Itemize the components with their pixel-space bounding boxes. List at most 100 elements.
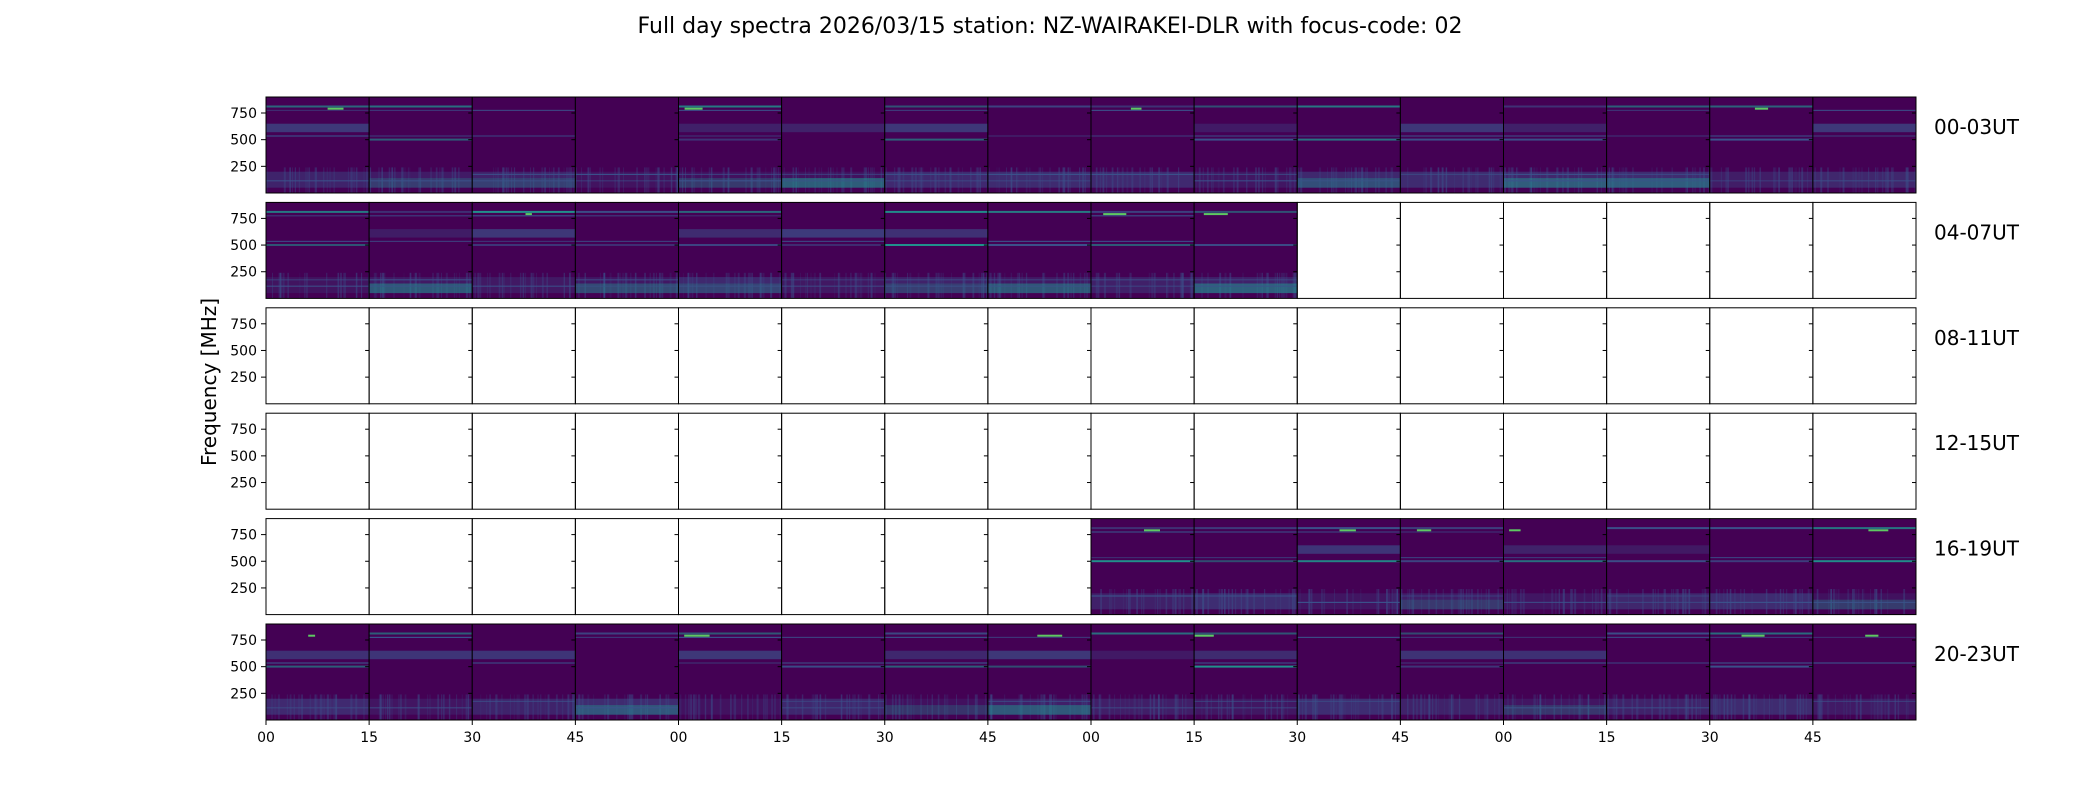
emission-line bbox=[1400, 595, 1504, 597]
noise-streak bbox=[1859, 694, 1862, 720]
mid-band bbox=[369, 650, 473, 660]
noise-streak bbox=[1442, 589, 1444, 615]
emission-line bbox=[266, 109, 370, 111]
noise-streak bbox=[526, 694, 529, 720]
noise-streak bbox=[544, 694, 546, 720]
spectra-row: 250 500 750 08-11UT bbox=[230, 307, 2020, 405]
noise-streak bbox=[525, 272, 527, 299]
low-band bbox=[1091, 698, 1195, 715]
mid-band bbox=[987, 650, 1091, 660]
noise-streak bbox=[759, 272, 761, 299]
noise-streak bbox=[546, 272, 548, 299]
y-tick-label: 750 bbox=[230, 528, 257, 544]
noise-streak bbox=[893, 272, 895, 299]
x-tick-label: 15 bbox=[1598, 730, 1616, 746]
low-band bbox=[1812, 593, 1916, 610]
noise-streak bbox=[541, 272, 544, 299]
noise-streak bbox=[1494, 694, 1496, 720]
noise-streak bbox=[737, 272, 740, 299]
noise-streak bbox=[891, 272, 894, 299]
noise-streak bbox=[661, 272, 664, 299]
spectrum-panel bbox=[471, 201, 576, 299]
emission-line bbox=[1297, 560, 1401, 563]
noise-streak bbox=[1457, 589, 1460, 615]
emission-line bbox=[1606, 173, 1710, 175]
noise-streak bbox=[1173, 272, 1175, 299]
low-band-bright bbox=[678, 178, 782, 188]
spectrum-background bbox=[884, 202, 988, 299]
y-tick-label: 500 bbox=[230, 133, 257, 149]
noise-streak bbox=[603, 272, 605, 299]
noise-streak bbox=[1484, 694, 1486, 720]
noise-streak bbox=[1183, 272, 1184, 299]
emission-line bbox=[266, 240, 370, 242]
spectrum-panel bbox=[1296, 201, 1401, 299]
noise-streak bbox=[1408, 589, 1410, 615]
y-tick-label: 750 bbox=[230, 317, 257, 333]
noise-streak bbox=[569, 272, 571, 299]
spectrum-panel bbox=[1399, 201, 1504, 299]
emission-line bbox=[575, 173, 679, 175]
y-tick-label: 250 bbox=[230, 265, 257, 281]
noise-streak bbox=[1114, 589, 1116, 615]
emission-line bbox=[266, 215, 370, 217]
panel-frame bbox=[471, 307, 576, 405]
emission-line bbox=[472, 700, 576, 702]
noise-streak bbox=[518, 694, 520, 720]
spectrum-panel bbox=[1503, 307, 1608, 405]
noise-streak bbox=[1126, 589, 1128, 615]
spectra-row: 250 500 750 04-07UT bbox=[230, 201, 2020, 299]
noise-streak bbox=[1478, 694, 1480, 720]
noise-streak bbox=[573, 694, 576, 720]
noise-streak bbox=[1827, 694, 1830, 720]
mid-band bbox=[266, 123, 370, 133]
emission-line bbox=[575, 210, 679, 213]
noise-streak bbox=[743, 272, 746, 299]
emission-line bbox=[678, 636, 782, 638]
noise-streak bbox=[985, 694, 986, 720]
spectrum-background bbox=[1503, 97, 1607, 193]
spectrum-panel bbox=[1090, 412, 1195, 510]
panel-frame bbox=[1812, 623, 1917, 721]
x-axis: 00 15 30 45 00 15 30 45 00 15 30 45 00 15 30 45 bbox=[257, 720, 1822, 746]
noise-streak bbox=[1817, 694, 1819, 720]
noise-streak bbox=[567, 694, 569, 720]
emission-line bbox=[987, 279, 1091, 281]
emission-line bbox=[781, 665, 885, 668]
emission-line bbox=[678, 662, 782, 664]
noise-streak bbox=[569, 272, 572, 299]
mid-band bbox=[1812, 123, 1916, 133]
noise-streak bbox=[1153, 272, 1156, 299]
noise-streak bbox=[763, 694, 765, 720]
mid-band bbox=[266, 650, 370, 660]
low-band bbox=[1709, 171, 1813, 188]
noise-streak bbox=[1097, 272, 1100, 299]
low-band-bright bbox=[1812, 599, 1916, 610]
emission-line bbox=[1812, 135, 1916, 137]
emission-line bbox=[1503, 180, 1607, 182]
spectrum-background bbox=[472, 624, 576, 720]
noise-streak bbox=[1443, 694, 1445, 720]
noise-streak bbox=[860, 272, 863, 299]
panel-frame bbox=[678, 307, 783, 405]
noise-streak bbox=[986, 272, 989, 299]
spectrum-background bbox=[1297, 97, 1401, 193]
spectrum-panel bbox=[368, 201, 473, 299]
emission-line bbox=[1194, 279, 1298, 281]
low-band bbox=[266, 698, 370, 715]
emission-line bbox=[1503, 135, 1607, 137]
spectrum-panel bbox=[884, 518, 989, 616]
row-time-label: 08-11UT bbox=[1934, 326, 2020, 350]
noise-streak bbox=[1400, 589, 1403, 615]
noise-streak bbox=[819, 272, 822, 299]
noise-streak bbox=[741, 694, 743, 720]
spectrum-background bbox=[1812, 518, 1916, 615]
spectrum-panel bbox=[678, 307, 783, 405]
row-time-label: 20-23UT bbox=[1934, 642, 2020, 666]
low-band bbox=[1606, 593, 1710, 610]
noise-streak bbox=[345, 272, 346, 299]
panel-frame bbox=[471, 518, 576, 616]
noise-streak bbox=[1468, 589, 1470, 615]
emission-line bbox=[1297, 700, 1401, 702]
noise-streak bbox=[537, 694, 539, 720]
